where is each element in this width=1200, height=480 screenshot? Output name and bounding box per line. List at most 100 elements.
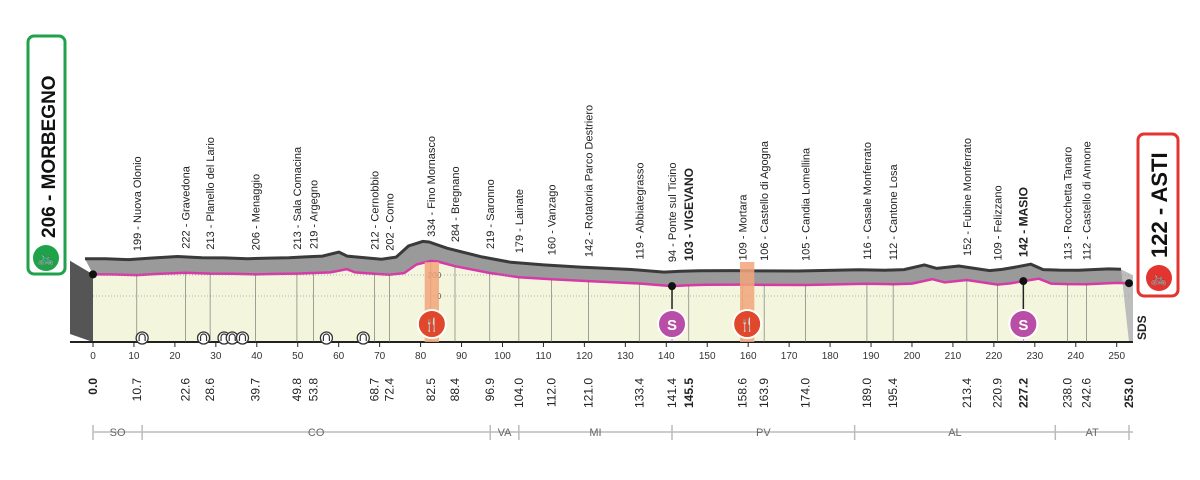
km-checkpoint-label: 112.0 xyxy=(545,378,559,407)
alt-label-0: 0 xyxy=(437,292,442,301)
axis-tick-label: 220 xyxy=(986,351,1003,362)
sprint-icon xyxy=(1008,309,1039,339)
location-label: 202 - Como xyxy=(384,193,396,250)
km-checkpoint-label: 53.8 xyxy=(306,378,320,402)
fork-knife-icon: 🍴 xyxy=(424,317,440,333)
location-label: 142 - MASIO xyxy=(1016,187,1030,257)
axis-tick-label: 40 xyxy=(251,351,263,362)
km-checkpoint-label: 72.4 xyxy=(382,378,396,402)
axis-tick-label: 130 xyxy=(617,351,634,362)
finish-badge-frame xyxy=(1136,132,1180,298)
province-label: MI xyxy=(589,427,601,439)
km-checkpoint-label: 195.4 xyxy=(886,378,900,408)
location-label: 334 - Fino Mornasco xyxy=(426,136,438,237)
start-cyclist-icon xyxy=(33,245,59,271)
location-label: 113 - Rocchetta Tanaro xyxy=(1063,147,1075,260)
axis-tick-label: 100 xyxy=(494,351,511,362)
location-label: 179 - Lainate xyxy=(514,189,526,253)
profile-ridge-line xyxy=(84,239,1122,274)
profile-left-side xyxy=(70,260,93,342)
start-badge-frame xyxy=(26,34,67,276)
location-label: 94 - Ponte sul Ticino xyxy=(667,162,679,262)
location-label: 105 - Candia Lomellina xyxy=(801,147,813,261)
km-checkpoint-label: 39.7 xyxy=(249,378,263,402)
location-label: 199 - Nuova Olonio xyxy=(132,156,144,251)
province-label: VA xyxy=(498,427,513,439)
km-checkpoint-label: 145.5 xyxy=(682,378,696,408)
start-label: 206 - MORBEGNO xyxy=(39,75,60,238)
finish-label: 122 - ASTI xyxy=(1147,152,1172,258)
km-checkpoint-label: 220.9 xyxy=(991,378,1005,408)
sprint-letter: S xyxy=(1018,317,1028,334)
location-label: 213 - Planello del Lario xyxy=(205,137,217,250)
km-checkpoint-label: 158.6 xyxy=(735,378,749,408)
axis-tick-label: 120 xyxy=(576,351,593,362)
km-checkpoint-labels: 0.0 10.7 22.6 28.6 39.7 49.8 53.8 68.7 72.4 82.5 8… xyxy=(86,378,1136,408)
km-checkpoint-label: 174.0 xyxy=(799,378,813,408)
location-label: 109 - Felizzano xyxy=(993,185,1005,260)
km-checkpoint-label: 121.0 xyxy=(581,378,595,408)
tunnel-arch xyxy=(238,333,247,341)
axis-tick-label: 230 xyxy=(1026,351,1043,362)
axis-tick-label: 190 xyxy=(863,351,880,362)
axis-tick-label: 150 xyxy=(699,351,716,362)
course-icons: 🍴 🍴 S S xyxy=(89,262,1133,345)
axis-tick-label: 250 xyxy=(1108,351,1125,362)
km-checkpoint-label: 10.7 xyxy=(130,378,144,402)
km-checkpoint-label: 88.4 xyxy=(448,378,462,402)
km-checkpoint-label: 189.0 xyxy=(860,378,874,408)
location-label: 212 - Cernobbio xyxy=(369,171,381,250)
finish-badge: 122 - ASTI 🚲 xyxy=(1136,132,1180,298)
axis-tick-label: 240 xyxy=(1067,351,1084,362)
location-label: 106 - Castello di Agogna xyxy=(759,140,771,261)
axis-tick-label: 180 xyxy=(822,351,839,362)
location-label: 112 - Cantone Losa xyxy=(888,164,900,261)
km-checkpoint-label: 68.7 xyxy=(367,378,381,402)
axis-tick-label: 20 xyxy=(169,351,181,362)
axis-tick-label: 80 xyxy=(415,351,427,362)
km-checkpoint-label: 253.0 xyxy=(1122,378,1136,408)
location-label: 219 - Saronno xyxy=(485,179,497,249)
location-label: 222 - Gravedona xyxy=(181,165,193,248)
axis-tick-label: 50 xyxy=(292,351,304,362)
axis-tick-label: 60 xyxy=(333,351,345,362)
finish-cyclist-glyph: 🚲 xyxy=(1150,270,1167,287)
location-label: 219 - Argegno xyxy=(308,180,320,249)
km-checkpoint-label: 242.6 xyxy=(1079,378,1093,408)
axis-tick-label: 30 xyxy=(210,351,222,362)
fork-knife-icon: 🍴 xyxy=(739,317,755,333)
start-cyclist-glyph: 🚲 xyxy=(37,250,54,267)
profile-right-side xyxy=(1121,269,1133,342)
km-checkpoint-label: 163.9 xyxy=(757,378,771,408)
sprint-letter: S xyxy=(667,317,677,334)
ground-area xyxy=(93,260,1129,342)
location-label: 284 - Bregnano xyxy=(450,166,462,242)
location-label: 109 - Mortara xyxy=(737,194,749,261)
km-gridlines xyxy=(136,260,1087,342)
km-checkpoint-label: 133.4 xyxy=(632,378,646,408)
axis-tick-label: 210 xyxy=(945,351,962,362)
km-checkpoint-label: 49.8 xyxy=(290,378,304,402)
location-label: 103 - VIGEVANO xyxy=(682,168,696,261)
sprint-pin-dot xyxy=(1019,277,1028,286)
sprint-pin-dot xyxy=(668,282,677,291)
profile-background xyxy=(93,260,1129,342)
tunnel-arch xyxy=(199,333,208,341)
province-label: PV xyxy=(756,427,771,439)
finish-cyclist-icon xyxy=(1146,265,1172,291)
km-checkpoint-label: 104.0 xyxy=(512,378,526,408)
axis-tick-label: 110 xyxy=(535,351,551,362)
km-checkpoint-label: 213.4 xyxy=(960,378,974,408)
sprint-icon xyxy=(657,309,688,339)
province-label: AT xyxy=(1086,427,1100,439)
location-label: 142 - Rotatoria Parco Destriero xyxy=(583,105,595,257)
km-axis: 0 10 20 30 40 50 60 70 80 90 100 110 120 130 140 150 160… xyxy=(90,342,1125,362)
km-checkpoint-label: 0.0 xyxy=(86,378,100,395)
location-label: 112 - Castello di Annone xyxy=(1081,141,1093,260)
km-checkpoint-label: 28.6 xyxy=(203,378,217,402)
km-checkpoint-label: 238.0 xyxy=(1061,378,1075,408)
location-label: 116 - Casale Monferrato xyxy=(862,142,874,260)
feed-zone-icon xyxy=(416,309,447,339)
